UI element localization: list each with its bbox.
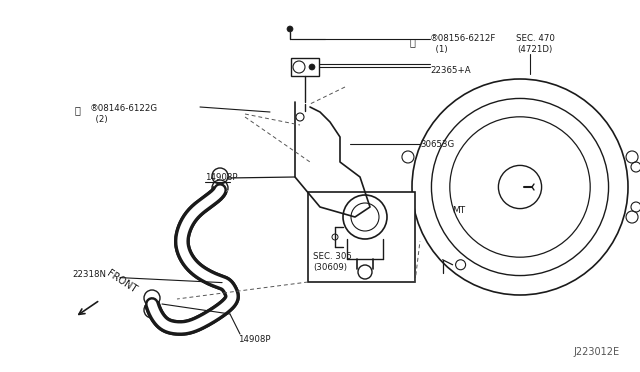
Text: MT: MT (452, 205, 465, 215)
Text: 22318N: 22318N (72, 270, 106, 279)
Text: Ⓑ: Ⓑ (74, 105, 80, 115)
Text: FRONT: FRONT (105, 269, 138, 295)
Text: SEC. 470
(4721D): SEC. 470 (4721D) (516, 34, 554, 54)
Text: 14908P: 14908P (205, 173, 237, 182)
Text: 22365+A: 22365+A (430, 65, 470, 74)
Text: ®08156-6212F
  (1): ®08156-6212F (1) (430, 34, 497, 54)
Bar (308, 192, 415, 282)
Text: 30653G: 30653G (420, 140, 454, 148)
Text: ®08146-6122G
  (2): ®08146-6122G (2) (90, 104, 158, 124)
Circle shape (287, 26, 293, 32)
Text: Ⓑ: Ⓑ (409, 37, 415, 47)
Text: SEC. 305
(30609): SEC. 305 (30609) (313, 252, 352, 272)
Text: 14908P: 14908P (238, 334, 271, 343)
Circle shape (309, 64, 315, 70)
Bar (291, 58, 319, 76)
Text: J223012E: J223012E (574, 347, 620, 357)
